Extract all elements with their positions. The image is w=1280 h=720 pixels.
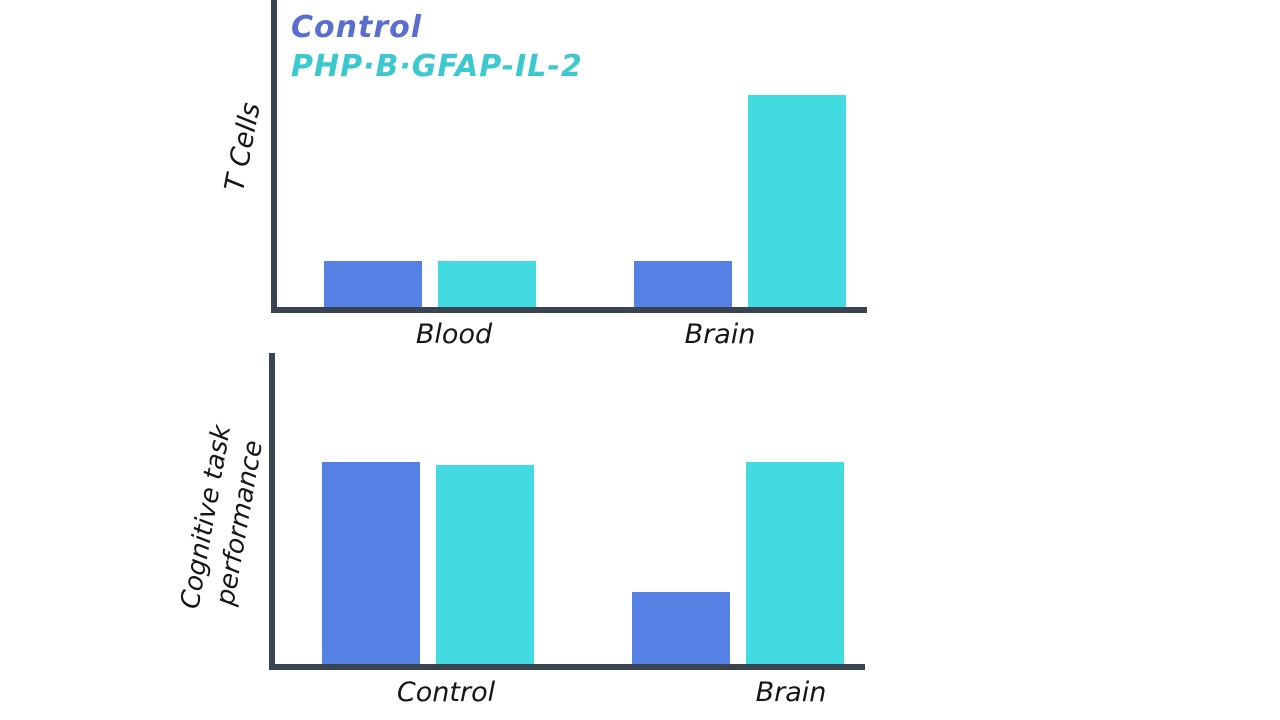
x-tick-label-blood: Blood (415, 319, 493, 350)
bar-brain-control (634, 261, 732, 307)
bar-brain-php-b-gfap-il-2 (746, 462, 844, 664)
bar-brain-control (632, 592, 730, 664)
x-tick-label-brain-bottom: Brain (755, 677, 827, 708)
bar-control-php-b-gfap-il-2 (436, 465, 534, 664)
x-tick-label-brain-top: Brain (684, 319, 756, 350)
plot-area-cognitive (269, 353, 865, 670)
bar-control-control (322, 462, 420, 664)
bar-blood-control (324, 261, 422, 307)
y-axis-label-cognitive-task-performance: Cognitive task performance (173, 422, 272, 617)
x-tick-label-control: Control (396, 677, 496, 708)
legend: Control PHP·B·GFAP-IL-2 (291, 8, 583, 86)
plot-area-t-cells (271, 0, 867, 313)
legend-item-control: Control (291, 10, 423, 45)
y-axis-label-t-cells: T Cells (219, 100, 267, 194)
bar-blood-php-b-gfap-il-2 (438, 261, 536, 307)
legend-item-php-b-gfap-il-2: PHP·B·GFAP-IL-2 (291, 49, 583, 84)
bar-brain-php-b-gfap-il-2 (748, 95, 846, 307)
